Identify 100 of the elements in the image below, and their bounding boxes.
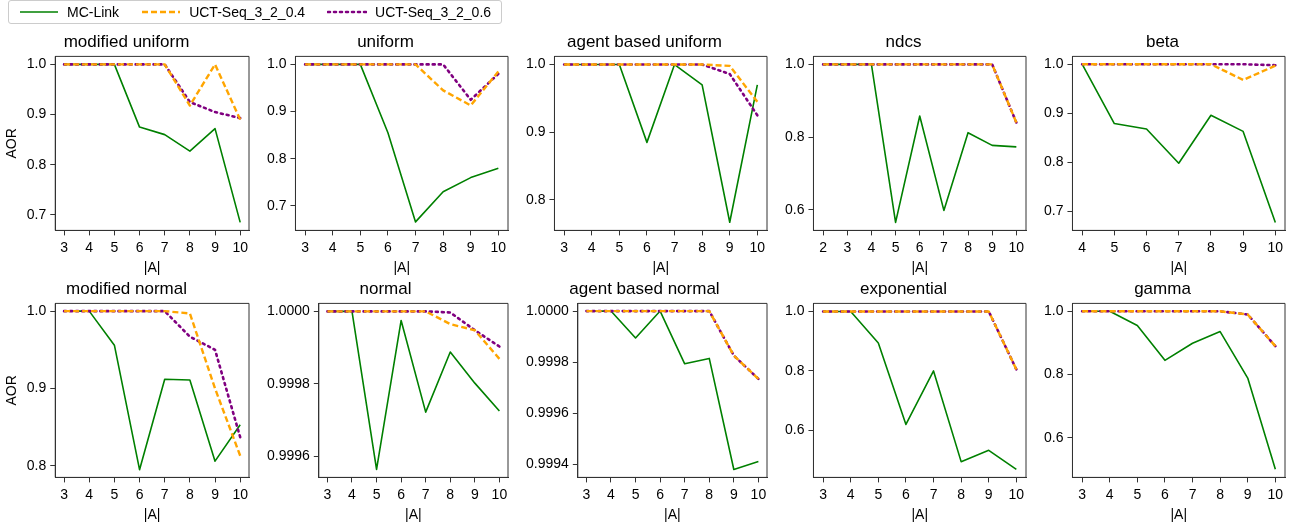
x-tick-label: 5 <box>1133 485 1142 502</box>
x-tick-label: 6 <box>384 238 393 255</box>
x-axis-title: |A| <box>911 506 929 523</box>
x-tick-label: 4 <box>85 485 94 502</box>
x-tick-label: 3 <box>560 238 569 255</box>
x-tick-label: 8 <box>185 238 194 255</box>
chart-title: uniform <box>357 31 414 51</box>
x-axis-title: |A| <box>911 259 929 276</box>
x-tick-label: 5 <box>372 485 381 502</box>
x-tick-label: 4 <box>1105 485 1114 502</box>
x-tick-label: 9 <box>984 485 993 502</box>
y-tick-label: 0.8 <box>1043 365 1064 382</box>
y-tick-label: 0.9996 <box>266 447 311 464</box>
x-axis-title: |A| <box>143 506 161 523</box>
x-tick-label: 5 <box>615 238 624 255</box>
x-tick-label: 4 <box>846 485 855 502</box>
x-tick-label: 4 <box>85 238 94 255</box>
x-axis-title: |A| <box>405 506 422 523</box>
x-tick-label: 9 <box>729 485 738 502</box>
chart-title: agent based normal <box>569 278 720 298</box>
y-tick-label: 0.9 <box>26 379 47 396</box>
x-tick-label: 10 <box>232 485 249 502</box>
x-tick-label: 4 <box>867 238 876 255</box>
y-tick-label: 0.9 <box>525 123 546 140</box>
x-tick-label: 9 <box>725 238 734 255</box>
x-tick-label: 7 <box>680 485 689 502</box>
y-tick-label: 1.0000 <box>525 301 570 318</box>
x-tick-label: 7 <box>421 485 430 502</box>
chart-title: exponential <box>860 278 947 298</box>
y-tick-label: 0.8 <box>26 155 47 172</box>
x-tick-label: 3 <box>582 485 591 502</box>
x-tick-label: 4 <box>1078 238 1087 255</box>
y-tick-label: 1.0000 <box>266 302 311 319</box>
chart-title: beta <box>1145 31 1180 51</box>
x-tick-label: 10 <box>1267 238 1284 255</box>
y-tick-label: 0.9998 <box>266 374 311 391</box>
x-tick-label: 5 <box>110 485 119 502</box>
x-tick-label: 7 <box>1174 238 1183 255</box>
x-tick-label: 3 <box>819 485 828 502</box>
x-tick-label: 8 <box>964 238 973 255</box>
x-tick-label: 9 <box>211 238 220 255</box>
x-tick-label: 6 <box>135 485 144 502</box>
x-tick-label: 10 <box>490 238 507 255</box>
chart-title: normal <box>359 278 412 298</box>
x-tick-label: 10 <box>749 238 766 255</box>
legend-label: MC-Link <box>67 4 120 20</box>
y-tick-label: 1.0 <box>1043 55 1064 72</box>
x-tick-label: 10 <box>232 238 249 255</box>
x-axis-title: |A| <box>393 259 411 276</box>
legend-label: UCT-Seq_3_2_0.4 <box>189 4 306 20</box>
chart-title: ndcs <box>885 31 922 51</box>
x-tick-label: 3 <box>843 238 852 255</box>
x-tick-label: 9 <box>470 485 479 502</box>
y-axis-title: AOR <box>3 375 20 406</box>
x-tick-label: 9 <box>466 238 475 255</box>
x-axis-title: |A| <box>1170 259 1188 276</box>
x-tick-label: 8 <box>1207 238 1216 255</box>
y-tick-label: 0.9 <box>1043 104 1064 121</box>
y-tick-label: 0.7 <box>26 205 47 222</box>
x-tick-label: 6 <box>1161 485 1170 502</box>
y-tick-label: 0.6 <box>1043 428 1064 445</box>
x-tick-label: 6 <box>1142 238 1151 255</box>
y-tick-label: 0.6 <box>784 200 805 217</box>
x-tick-label: 6 <box>397 485 406 502</box>
y-tick-label: 0.8 <box>26 456 47 473</box>
y-tick-label: 0.8 <box>266 149 287 166</box>
x-tick-label: 5 <box>110 238 119 255</box>
y-tick-label: 1.0 <box>26 55 47 72</box>
y-tick-label: 0.8 <box>525 190 546 207</box>
line-series <box>326 310 501 348</box>
x-tick-label: 4 <box>607 485 616 502</box>
chart-title: agent based uniform <box>567 31 722 51</box>
y-tick-label: 0.6 <box>784 421 805 438</box>
x-tick-label: 7 <box>670 238 679 255</box>
x-tick-label: 5 <box>1110 238 1119 255</box>
x-tick-label: 7 <box>929 485 938 502</box>
x-tick-label: 3 <box>301 238 310 255</box>
x-tick-label: 7 <box>939 238 948 255</box>
x-tick-label: 7 <box>1188 485 1197 502</box>
x-tick-label: 10 <box>750 485 767 502</box>
x-tick-label: 3 <box>323 485 332 502</box>
chart-title: modified uniform <box>63 31 190 51</box>
chart-title: modified normal <box>66 278 187 298</box>
x-tick-label: 4 <box>348 485 357 502</box>
x-tick-label: 8 <box>446 485 455 502</box>
x-tick-label: 5 <box>874 485 883 502</box>
y-tick-label: 1.0 <box>1043 302 1064 319</box>
x-tick-label: 8 <box>439 238 448 255</box>
x-tick-label: 8 <box>705 485 714 502</box>
x-tick-label: 6 <box>915 238 924 255</box>
x-tick-label: 5 <box>631 485 640 502</box>
x-tick-label: 7 <box>160 238 169 255</box>
x-tick-label: 10 <box>1008 238 1025 255</box>
x-tick-label: 7 <box>160 485 169 502</box>
x-tick-label: 6 <box>135 238 144 255</box>
x-tick-label: 9 <box>988 238 997 255</box>
x-tick-label: 8 <box>957 485 966 502</box>
x-axis-title: |A| <box>664 506 681 523</box>
x-tick-label: 6 <box>656 485 665 502</box>
x-tick-label: 2 <box>819 238 828 255</box>
